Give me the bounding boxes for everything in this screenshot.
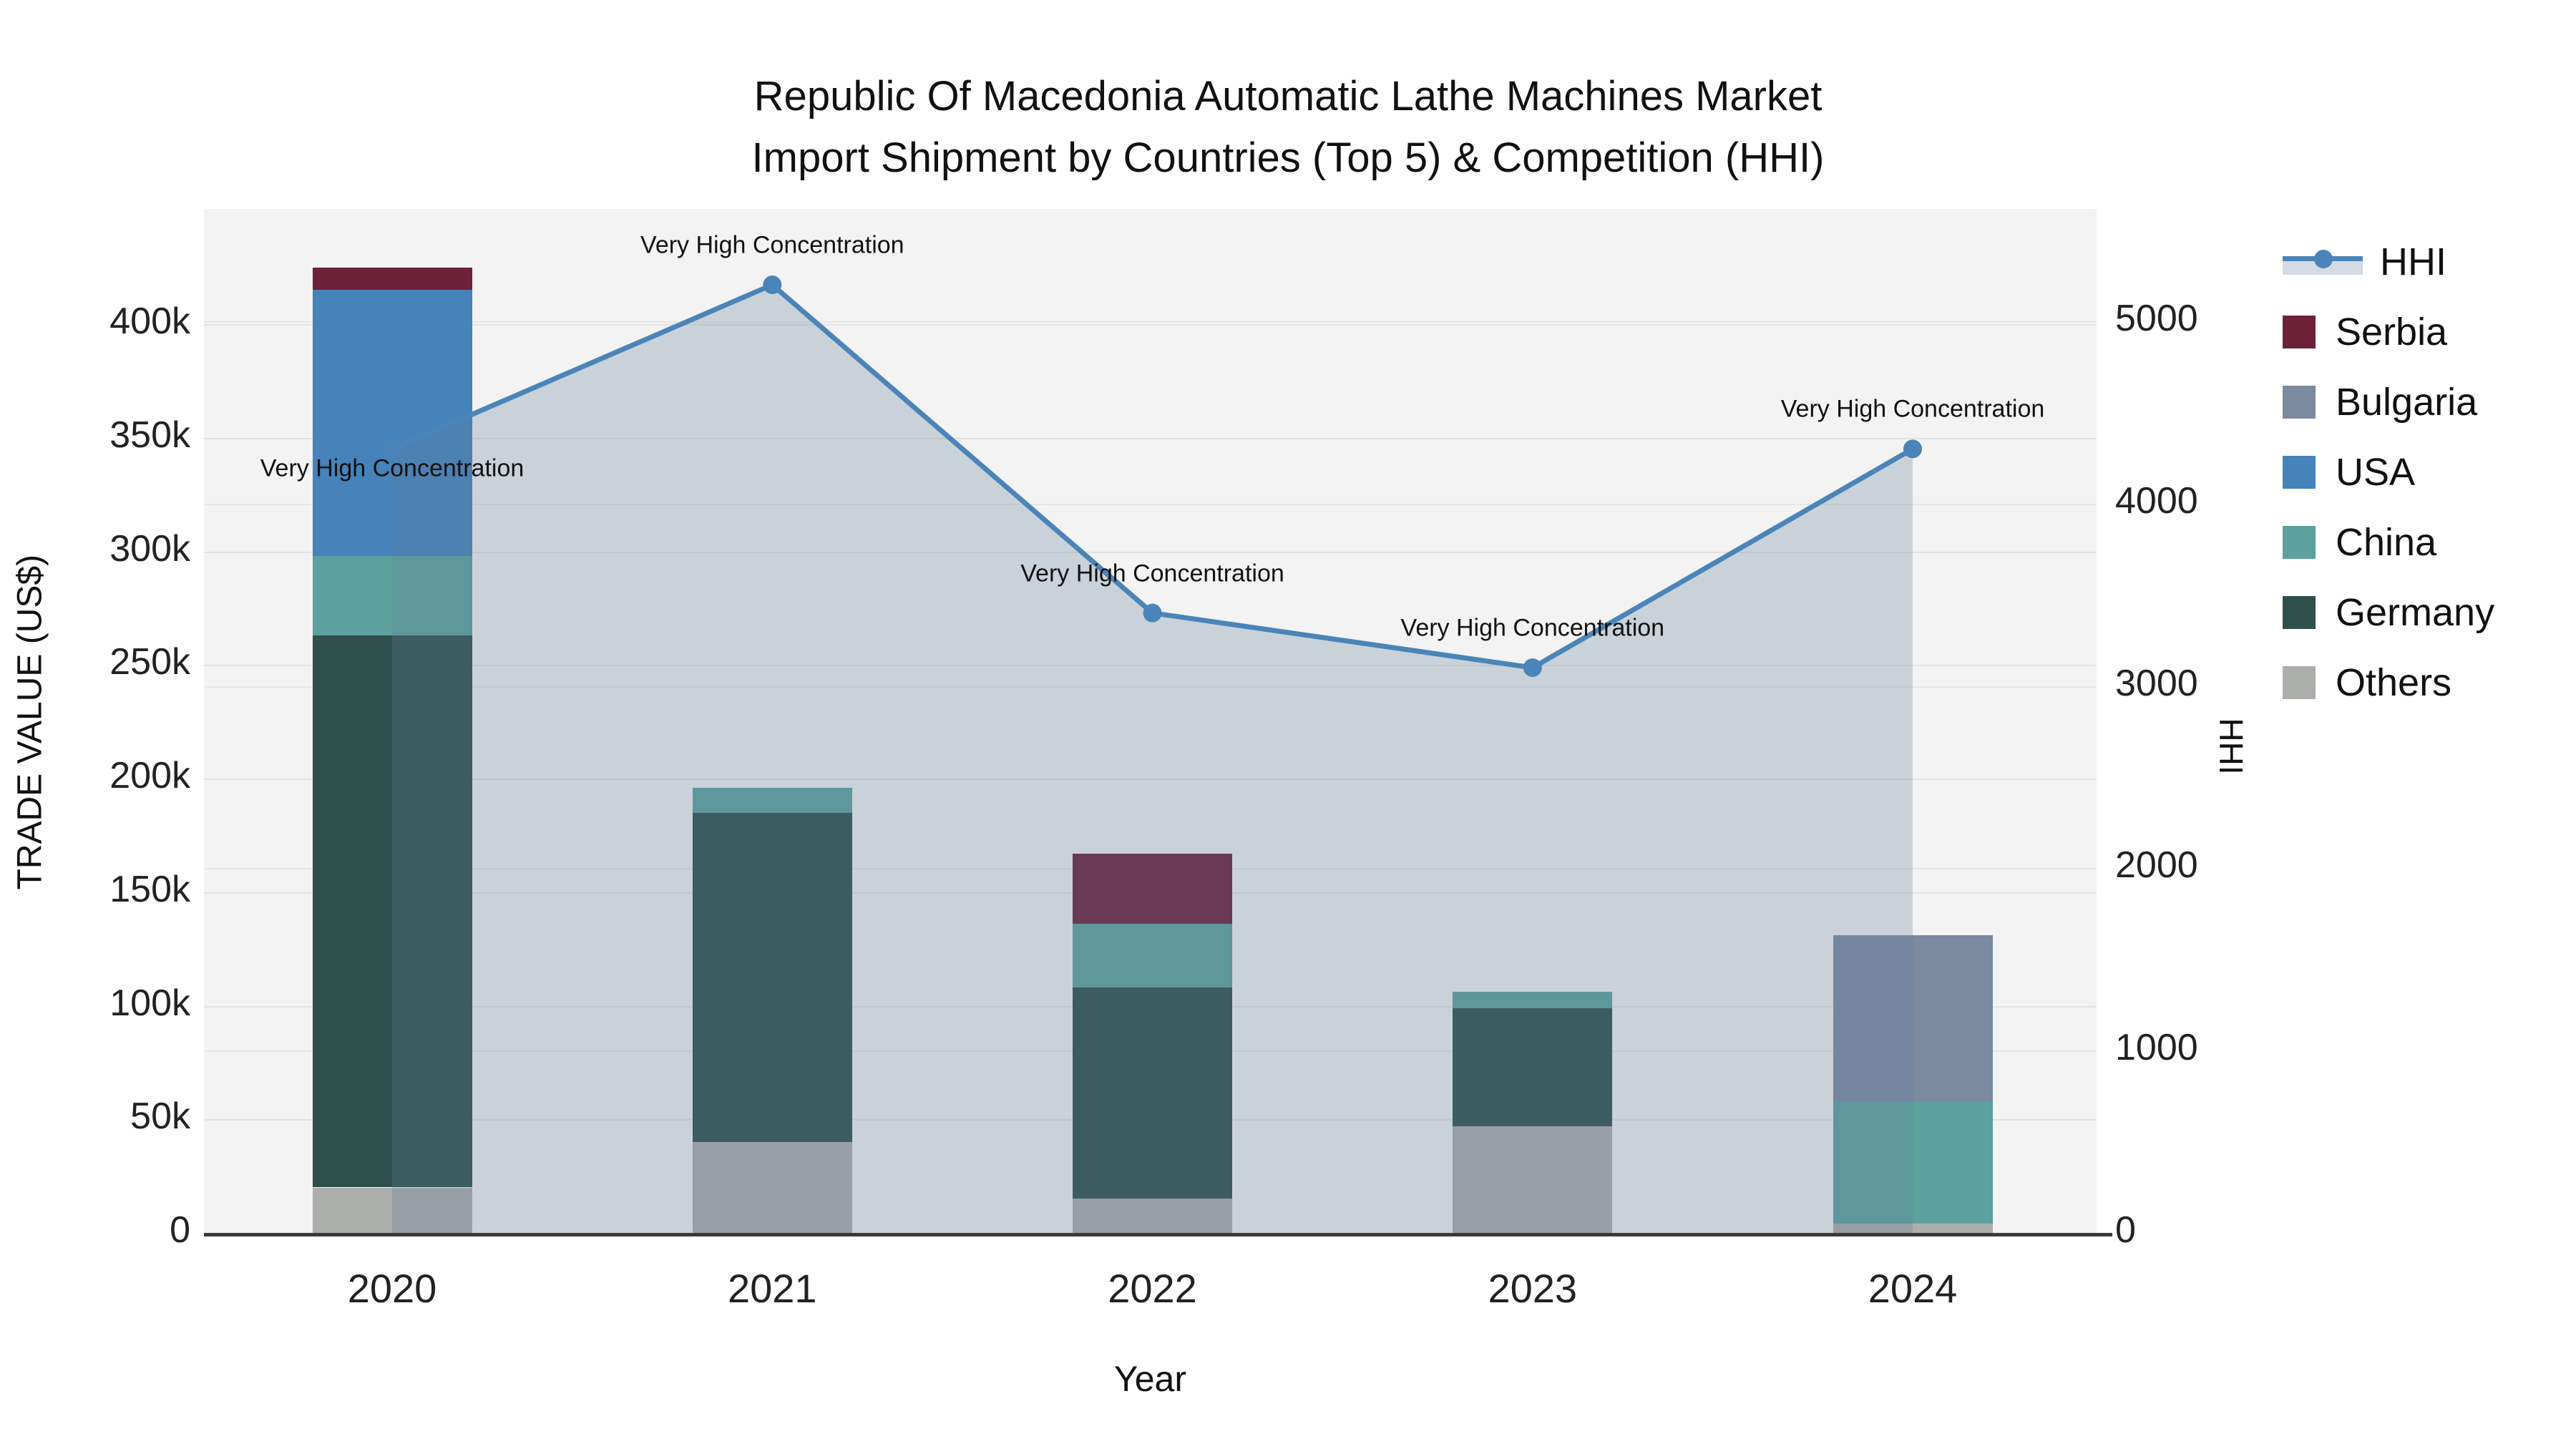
bar-segment-germany-2020 — [312, 635, 472, 1188]
hhi-marker-2022 — [1143, 603, 1162, 623]
hhi-marker-sample — [2314, 250, 2333, 268]
bar-segment-others-2020 — [312, 1187, 472, 1233]
chart-title-line1: Republic Of Macedonia Automatic Lathe Ma… — [753, 73, 1823, 119]
bar-segment-germany-2021 — [692, 812, 852, 1142]
legend-label-germany: Germany — [2336, 591, 2495, 634]
bar-segment-usa-2020 — [312, 290, 472, 556]
hhi-marker-2021 — [763, 275, 782, 295]
bar-segment-serbia-2022 — [1073, 853, 1232, 924]
y-left-tick-label: 150k — [109, 868, 190, 910]
gridline-trade-value — [204, 665, 2097, 667]
bar-segment-others-2024 — [1833, 1224, 1993, 1233]
hhi-line-layer — [383, 275, 1922, 1233]
legend-item-bulgaria[interactable]: Bulgaria — [2283, 381, 2477, 424]
x-tick-label-2021: 2021 — [728, 1266, 817, 1311]
y-left-tick-label: 250k — [109, 641, 190, 683]
bar-segment-china-2021 — [692, 787, 852, 813]
y-right-tick-label: 0 — [2115, 1209, 2136, 1251]
bar-segment-china-2024 — [1833, 1101, 1993, 1224]
legend-swatch-usa — [2283, 456, 2316, 489]
legend-swatch-others — [2283, 666, 2316, 699]
x-axis-line — [204, 1233, 2112, 1236]
gridline-trade-value — [204, 324, 2097, 326]
annotation-2022: Very High Concentration — [1020, 560, 1284, 587]
annotation-2020: Very High Concentration — [260, 454, 525, 482]
annotation-2023: Very High Concentration — [1400, 614, 1665, 642]
y-left-axis-title: TRADE VALUE (US$) — [11, 554, 49, 890]
annotation-2021: Very High Concentration — [640, 231, 904, 259]
hhi-marker-2024 — [1903, 439, 1922, 459]
legend-label-bulgaria: Bulgaria — [2336, 381, 2478, 424]
legend: HHI Serbia Bulgaria USA China Germany Others — [2283, 240, 2569, 741]
x-tick-label-2022: 2022 — [1108, 1266, 1197, 1311]
legend-item-china[interactable]: China — [2283, 521, 2436, 564]
bar-segment-china-2020 — [312, 555, 472, 635]
bar-segment-china-2023 — [1453, 992, 1613, 1008]
y-right-tick-label: 2000 — [2115, 844, 2198, 887]
hhi-line-sample-icon — [2283, 246, 2363, 278]
legend-item-usa[interactable]: USA — [2283, 451, 2415, 494]
y-left-tick-label: 50k — [130, 1096, 190, 1138]
legend-swatch-germany — [2283, 596, 2316, 629]
y-right-tick-label: 5000 — [2115, 298, 2198, 339]
legend-label-hhi: HHI — [2380, 240, 2446, 283]
legend-label-china: China — [2336, 521, 2437, 564]
hhi-marker-2020 — [383, 439, 401, 459]
bar-segment-germany-2022 — [1073, 987, 1232, 1199]
hhi-marker-2023 — [1523, 658, 1542, 678]
x-tick-label-2023: 2023 — [1488, 1266, 1578, 1311]
x-tick-label-2020: 2020 — [347, 1266, 437, 1311]
legend-swatch-china — [2283, 526, 2316, 559]
bar-segment-others-2022 — [1073, 1199, 1232, 1233]
y-left-tick-label: 0 — [170, 1209, 190, 1251]
gridline-trade-value — [204, 437, 2097, 439]
y-left-tick-label: 350k — [109, 414, 190, 456]
gridline-trade-value — [204, 551, 2097, 553]
legend-label-others: Others — [2336, 661, 2452, 704]
bar-segment-bulgaria-2024 — [1833, 935, 1993, 1101]
chart-title-line2: Import Shipment by Countries (Top 5) & C… — [751, 135, 1825, 181]
bar-segment-serbia-2020 — [312, 267, 472, 291]
legend-item-others[interactable]: Others — [2283, 661, 2451, 704]
y-left-tick-label: 100k — [109, 982, 190, 1024]
gridline-trade-value — [204, 779, 2097, 780]
y-right-axis-title: HHI — [2212, 718, 2250, 775]
legend-item-germany[interactable]: Germany — [2283, 591, 2494, 634]
y-right-tick-label: 3000 — [2115, 662, 2198, 704]
x-tick-label-2024: 2024 — [1868, 1266, 1958, 1311]
y-left-tick-label: 200k — [109, 755, 190, 796]
plot-area: Very High Concentration Very High Concent… — [204, 209, 2097, 1236]
legend-label-serbia: Serbia — [2336, 311, 2448, 353]
x-axis-title: Year — [1113, 1359, 1187, 1399]
legend-swatch-serbia — [2283, 316, 2316, 348]
bar-segment-germany-2023 — [1453, 1008, 1613, 1126]
legend-item-serbia[interactable]: Serbia — [2283, 311, 2447, 353]
hhi-area-fill — [392, 285, 1913, 1233]
y-left-tick-label: 300k — [109, 527, 190, 570]
legend-label-usa: USA — [2336, 451, 2416, 494]
bar-segment-china-2022 — [1073, 924, 1232, 988]
gridline-hhi — [204, 503, 2097, 505]
bar-segment-others-2021 — [692, 1142, 852, 1233]
bar-segment-others-2023 — [1453, 1126, 1613, 1233]
y-left-tick-label: 400k — [109, 301, 190, 342]
gridline-hhi — [204, 686, 2097, 688]
legend-item-hhi[interactable]: HHI — [2283, 240, 2446, 283]
legend-swatch-bulgaria — [2283, 386, 2316, 419]
annotation-2024: Very High Concentration — [1780, 395, 2045, 423]
gridline-hhi — [204, 321, 2097, 323]
y-right-tick-label: 1000 — [2115, 1027, 2198, 1069]
y-right-tick-label: 4000 — [2115, 479, 2198, 522]
